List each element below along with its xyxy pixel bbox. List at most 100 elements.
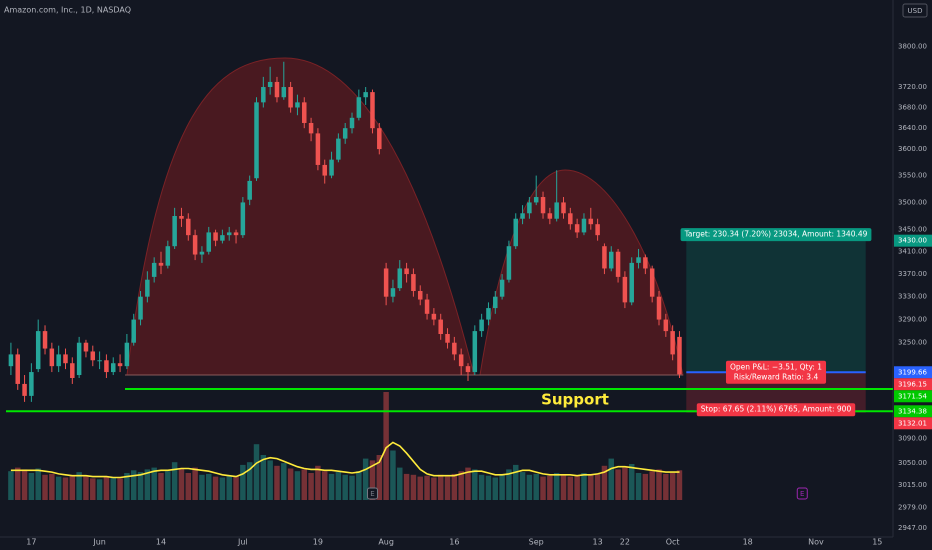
target-label-group: Target: 230.34 (7.20%) 23034, Amount: 13… (680, 228, 872, 242)
candle-body (124, 342, 130, 367)
pnl-label-box (725, 360, 827, 384)
candle-body (158, 262, 164, 266)
volume-bar (328, 473, 335, 500)
earnings-label: E (370, 490, 374, 498)
price-tag (894, 390, 932, 403)
volume-bar (499, 473, 505, 500)
x-tick-label: 14 (156, 538, 166, 547)
candle-body (349, 117, 355, 129)
volume-bar (533, 473, 539, 500)
volume-bar (601, 465, 608, 500)
candle-body (554, 202, 559, 219)
volume-bar (8, 471, 14, 500)
y-tick-label: 3015.00 (898, 481, 927, 489)
stop-label: Stop: 67.65 (2.11%) 6765, Amount: 900 (701, 405, 852, 414)
x-tick-label: Oct (666, 538, 680, 547)
candle-body (42, 331, 48, 349)
price-tag (894, 366, 932, 379)
candle-body (527, 202, 532, 214)
target-label: Target: 230.34 (7.20%) 23034, Amount: 13… (684, 230, 868, 239)
volume-bar (437, 474, 444, 500)
candle-body (247, 180, 252, 200)
volume-bar (588, 474, 594, 500)
earnings-marker (796, 487, 808, 500)
volume-bar (158, 473, 164, 500)
candle-body (465, 366, 471, 373)
volume-bar (369, 460, 376, 500)
volume-bar (185, 473, 192, 500)
candle-body (370, 92, 375, 129)
candle-body (117, 363, 123, 367)
volume-bar (199, 474, 205, 500)
candle-body (472, 331, 478, 373)
candle-body (186, 218, 191, 236)
x-tick-label: 18 (743, 538, 753, 547)
volume-bar (635, 473, 642, 500)
candle-body (131, 319, 136, 343)
y-tick-label: 3680.00 (898, 103, 927, 111)
volume-bar (519, 472, 526, 500)
candle-body (438, 319, 443, 334)
volume-bar (212, 476, 219, 500)
candle-body (404, 268, 409, 275)
volume-bar (513, 464, 519, 500)
candle-body (233, 232, 239, 236)
candle-body (588, 218, 594, 225)
volume-bar (171, 462, 178, 500)
candle-body (329, 159, 334, 176)
y-tick-label: 2979.00 (898, 504, 927, 512)
volume-bar (308, 473, 314, 500)
volume-bar (560, 474, 567, 500)
volume-bar (151, 467, 157, 500)
volume-bar (335, 472, 342, 500)
candle-body (267, 81, 273, 88)
candle-body (431, 313, 437, 320)
candle-body (322, 164, 327, 176)
volume-bar (540, 476, 546, 500)
volume-bar (615, 469, 621, 500)
candle-body (15, 354, 20, 384)
candle-body (615, 251, 621, 277)
candle-body (574, 224, 580, 233)
volume-bar (451, 473, 458, 500)
volume-bar (581, 473, 587, 500)
volume-bar (62, 477, 69, 500)
price-tag (894, 417, 932, 430)
x-tick-label: Jul (237, 538, 248, 547)
stop-label-group: Stop: 67.65 (2.11%) 6765, Amount: 900 (696, 403, 856, 417)
volume-bar (397, 467, 403, 500)
volume-bar (226, 475, 232, 500)
volume-bar (240, 464, 246, 500)
x-tick-label: 13 (593, 538, 603, 547)
candle-body (636, 257, 641, 263)
volume-bar (321, 471, 328, 500)
candle-body (35, 331, 41, 370)
volume-bar (260, 455, 267, 500)
candle-body (452, 342, 457, 355)
y-tick-label: 3290.00 (898, 316, 927, 324)
volume-bar (206, 473, 212, 500)
volume-bar (124, 473, 130, 500)
volume-bar (478, 474, 485, 500)
volume-bar (628, 464, 635, 500)
candle-body (288, 87, 293, 108)
x-tick-label: Jun (92, 538, 106, 547)
volume-bar (656, 469, 662, 500)
volume-bar (253, 444, 260, 500)
candle-body (179, 215, 184, 219)
volume-bar (42, 474, 48, 500)
volume-bar (642, 473, 649, 500)
candle-body (199, 251, 205, 255)
candle-body (513, 218, 518, 247)
volume-bar (165, 471, 171, 500)
candle-body (602, 246, 607, 269)
volume-bar (294, 471, 301, 500)
candle-body (281, 87, 287, 98)
candle-body (8, 354, 14, 367)
volume-bar (49, 473, 55, 500)
candle-body (213, 232, 218, 241)
volume-bar (465, 467, 471, 500)
y-tick-label: 2947.00 (898, 524, 927, 532)
